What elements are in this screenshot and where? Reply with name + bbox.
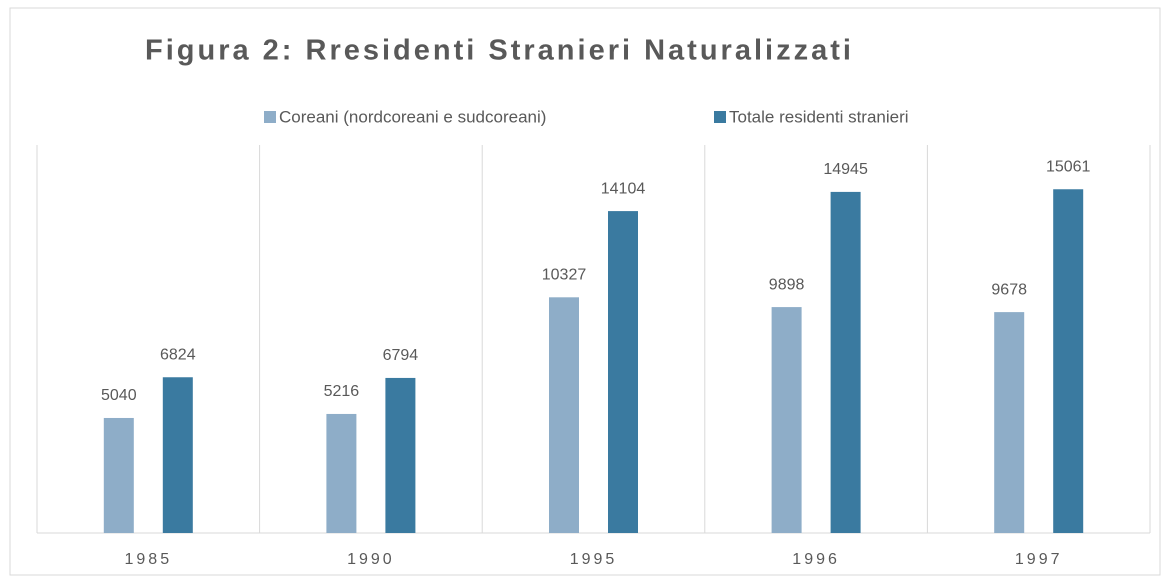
chart-title: Figura 2: Rresidenti Stranieri Naturaliz… [145, 35, 854, 67]
data-label: 9898 [769, 276, 805, 293]
bar [1053, 189, 1084, 533]
bar [162, 377, 193, 533]
bar [385, 377, 416, 533]
x-tick-label: 1985 [125, 551, 173, 568]
bar [103, 417, 134, 533]
x-tick-label: 1990 [347, 551, 395, 568]
data-label: 14104 [601, 180, 646, 197]
x-tick-label: 1995 [570, 551, 618, 568]
data-label: 9678 [991, 281, 1027, 298]
chart-border [9, 7, 1161, 576]
bar [771, 307, 802, 533]
data-label: 14945 [823, 161, 868, 178]
x-tick-label: 1997 [1015, 551, 1063, 568]
bar [549, 297, 579, 533]
legend-swatch [714, 111, 726, 123]
legend-label: Totale residenti stranieri [729, 107, 909, 126]
data-label: 15061 [1046, 158, 1091, 175]
legend-label: Coreani (nordcoreani e sudcoreani) [279, 107, 546, 126]
data-label: 10327 [542, 267, 587, 284]
x-tick-label: 1996 [792, 551, 840, 568]
data-label: 6794 [383, 347, 419, 364]
data-label: 5216 [324, 383, 360, 400]
bar [326, 413, 357, 533]
bar [830, 191, 861, 534]
bar [608, 211, 638, 534]
bar [994, 312, 1025, 533]
data-label: 6824 [160, 346, 196, 363]
legend-swatch [264, 111, 276, 123]
data-label: 5040 [101, 387, 137, 404]
